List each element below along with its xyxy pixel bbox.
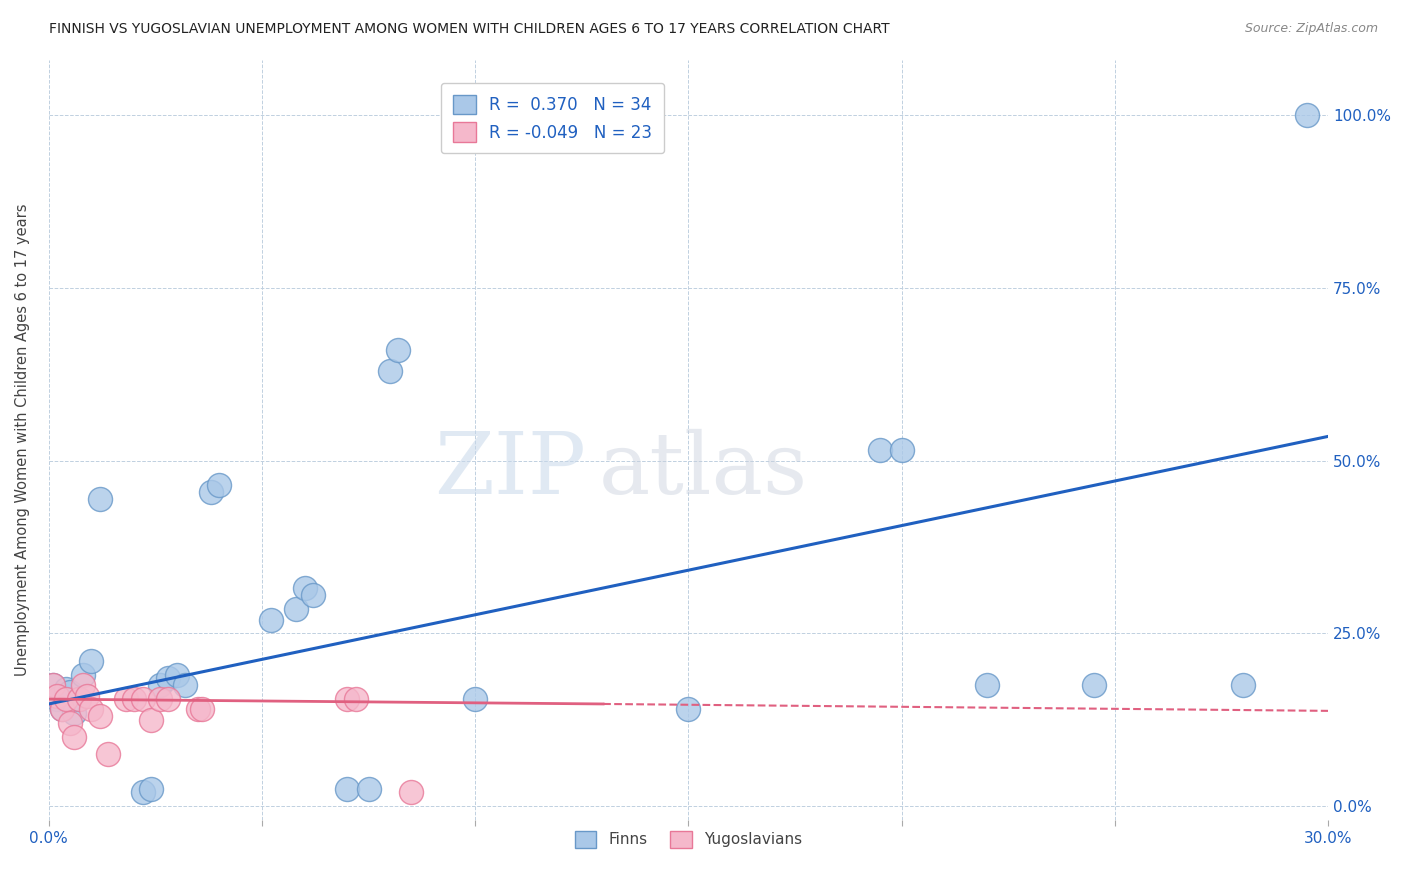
Point <box>42 678 65 692</box>
Point <box>336 782 359 797</box>
Point <box>157 692 180 706</box>
Point <box>259 613 281 627</box>
Point <box>80 654 103 668</box>
Point <box>344 692 367 706</box>
Point <box>139 713 162 727</box>
Point <box>72 678 94 692</box>
Y-axis label: Unemployment Among Women with Children Ages 6 to 17 years: Unemployment Among Women with Children A… <box>15 203 30 676</box>
Point <box>51 702 73 716</box>
Point <box>114 692 136 706</box>
Point <box>67 692 90 706</box>
Point <box>89 491 111 506</box>
Point <box>208 477 231 491</box>
Point <box>55 681 77 696</box>
Point <box>149 692 172 706</box>
Point <box>63 706 86 720</box>
Point <box>174 678 197 692</box>
Point <box>149 678 172 692</box>
Point <box>122 692 145 706</box>
Point <box>869 443 891 458</box>
Point <box>76 689 98 703</box>
Point <box>46 689 69 703</box>
Point <box>72 668 94 682</box>
Point <box>59 716 82 731</box>
Point <box>1295 108 1317 122</box>
Point <box>157 672 180 686</box>
Point <box>285 602 308 616</box>
Point <box>131 785 153 799</box>
Point <box>294 582 316 596</box>
Point <box>1232 678 1254 692</box>
Point <box>89 709 111 723</box>
Point <box>46 692 69 706</box>
Point <box>55 692 77 706</box>
Point <box>59 685 82 699</box>
Point <box>976 678 998 692</box>
Point <box>97 747 120 762</box>
Point <box>357 782 380 797</box>
Point <box>67 692 90 706</box>
Point <box>187 702 209 716</box>
Point <box>464 692 486 706</box>
Point <box>890 443 912 458</box>
Point <box>42 678 65 692</box>
Text: Source: ZipAtlas.com: Source: ZipAtlas.com <box>1244 22 1378 36</box>
Point <box>200 484 222 499</box>
Point <box>131 692 153 706</box>
Point <box>80 702 103 716</box>
Point <box>678 702 700 716</box>
Point <box>191 702 214 716</box>
Point <box>51 702 73 716</box>
Point <box>139 782 162 797</box>
Point <box>378 364 401 378</box>
Legend: Finns, Yugoslavians: Finns, Yugoslavians <box>568 824 808 855</box>
Point <box>166 668 188 682</box>
Text: ZIP: ZIP <box>434 429 586 512</box>
Text: FINNISH VS YUGOSLAVIAN UNEMPLOYMENT AMONG WOMEN WITH CHILDREN AGES 6 TO 17 YEARS: FINNISH VS YUGOSLAVIAN UNEMPLOYMENT AMON… <box>49 22 890 37</box>
Text: atlas: atlas <box>599 429 808 512</box>
Point <box>302 588 325 602</box>
Point <box>336 692 359 706</box>
Point <box>63 730 86 744</box>
Point <box>399 785 422 799</box>
Point <box>1083 678 1105 692</box>
Point <box>387 343 409 357</box>
